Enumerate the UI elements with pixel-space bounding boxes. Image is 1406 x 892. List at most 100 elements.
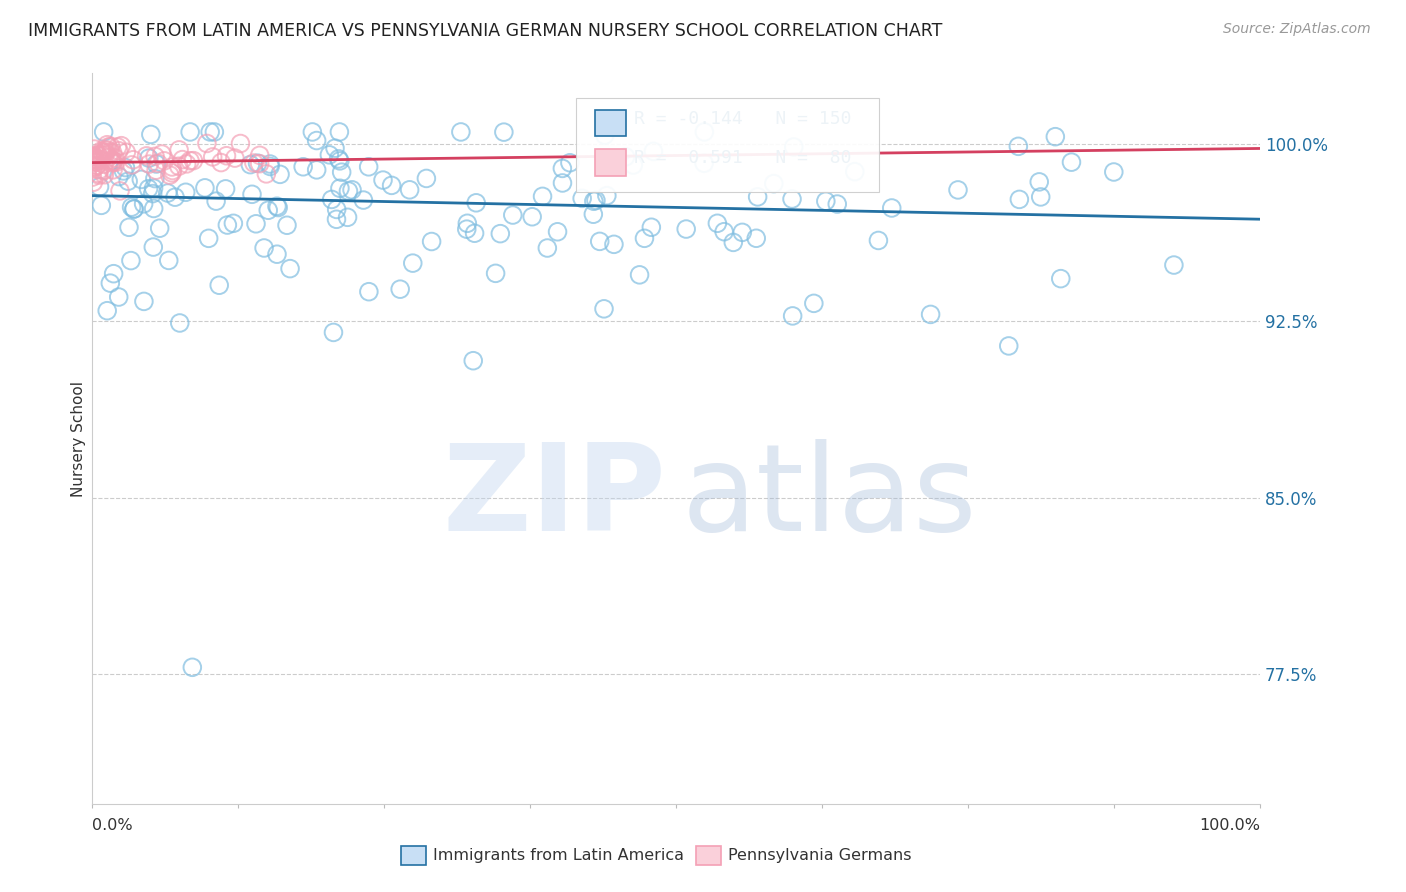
Point	[132, 294, 155, 309]
Point	[621, 158, 644, 172]
Point	[420, 235, 443, 249]
Point	[596, 188, 619, 202]
Point	[325, 202, 347, 217]
Point	[814, 194, 837, 209]
Point	[214, 182, 236, 196]
Point	[253, 241, 276, 255]
Point	[246, 156, 269, 170]
Point	[156, 186, 179, 200]
Point	[582, 207, 605, 221]
Point	[492, 125, 515, 139]
Point	[96, 137, 118, 152]
Text: Pennsylvania Germans: Pennsylvania Germans	[728, 848, 912, 863]
Point	[179, 125, 201, 139]
Point	[589, 235, 612, 249]
Point	[1102, 165, 1125, 179]
Point	[229, 136, 252, 151]
Point	[456, 222, 478, 236]
Point	[80, 149, 103, 163]
Point	[484, 266, 506, 280]
Text: Source: ZipAtlas.com: Source: ZipAtlas.com	[1223, 22, 1371, 37]
Point	[215, 149, 238, 163]
Point	[163, 190, 186, 204]
Point	[90, 153, 112, 167]
Point	[571, 191, 593, 205]
Point	[87, 168, 110, 182]
Point	[783, 140, 806, 154]
Point	[157, 253, 180, 268]
Point	[224, 151, 246, 165]
Point	[159, 168, 181, 182]
Point	[82, 170, 104, 185]
Point	[142, 181, 165, 195]
Point	[107, 140, 129, 154]
Point	[97, 151, 120, 165]
Point	[880, 201, 903, 215]
Point	[121, 200, 143, 214]
Point	[108, 169, 131, 184]
Point	[172, 153, 194, 167]
Point	[240, 187, 263, 202]
Point	[202, 125, 225, 139]
Point	[209, 155, 232, 169]
Point	[135, 149, 157, 163]
Point	[323, 141, 346, 155]
Point	[693, 125, 716, 139]
Point	[198, 125, 221, 139]
Point	[731, 225, 754, 239]
Point	[101, 154, 124, 169]
Point	[259, 157, 281, 171]
Point	[520, 210, 543, 224]
Point	[101, 155, 124, 169]
Point	[844, 164, 866, 178]
Point	[706, 216, 728, 230]
Point	[1045, 129, 1067, 144]
Point	[946, 183, 969, 197]
Point	[292, 160, 315, 174]
Point	[94, 148, 117, 162]
Point	[96, 303, 118, 318]
Point	[593, 128, 616, 143]
Point	[108, 144, 131, 158]
Point	[336, 211, 359, 225]
Point	[266, 247, 288, 261]
Point	[259, 160, 281, 174]
Point	[245, 217, 267, 231]
Point	[142, 186, 165, 201]
Point	[197, 231, 219, 245]
Point	[547, 225, 569, 239]
Point	[582, 194, 605, 209]
Point	[117, 174, 139, 188]
Point	[762, 177, 785, 191]
Point	[208, 278, 231, 293]
Point	[146, 156, 169, 170]
Point	[87, 166, 110, 180]
Point	[1028, 175, 1050, 189]
Point	[780, 192, 803, 206]
Point	[93, 163, 115, 178]
Point	[239, 158, 262, 172]
Point	[100, 145, 122, 160]
Point	[167, 159, 190, 173]
Point	[121, 158, 143, 172]
Point	[278, 261, 301, 276]
Point	[93, 157, 115, 171]
Point	[628, 268, 651, 282]
Point	[305, 162, 328, 177]
Point	[103, 154, 125, 169]
Point	[96, 143, 118, 157]
Point	[502, 208, 524, 222]
Point	[1060, 155, 1083, 169]
Point	[167, 143, 190, 157]
Point	[142, 202, 165, 216]
Point	[747, 190, 769, 204]
Point	[138, 157, 160, 171]
Point	[318, 148, 340, 162]
Point	[558, 155, 581, 169]
Point	[84, 153, 107, 167]
Point	[90, 198, 112, 212]
Point	[340, 183, 363, 197]
Point	[997, 339, 1019, 353]
Point	[194, 181, 217, 195]
Point	[465, 195, 488, 210]
